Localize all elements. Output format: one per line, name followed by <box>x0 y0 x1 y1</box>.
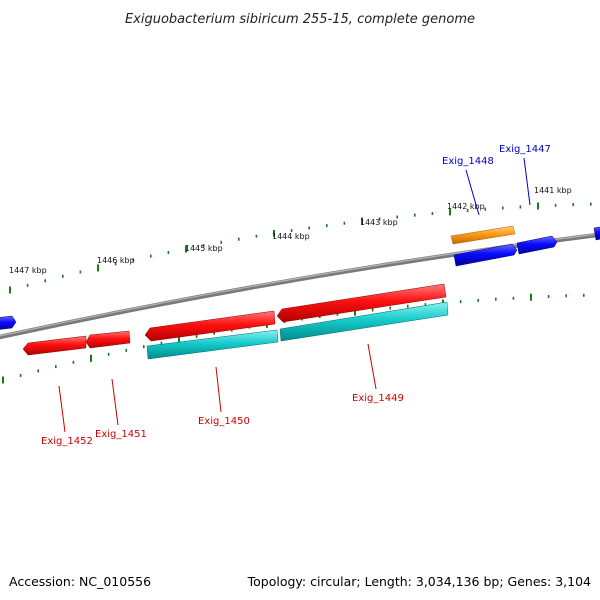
gene-cds-exig-1450 <box>146 329 279 360</box>
gene-label-exig-1450: Exig_1450 <box>198 416 250 427</box>
map-title: Exiguobacterium sibiricum 255-15, comple… <box>125 12 475 27</box>
gene-label-exig-1451: Exig_1451 <box>95 429 147 440</box>
gene-label-exig-1452: Exig_1452 <box>41 436 93 447</box>
leader-exig-1448 <box>465 169 480 216</box>
kbp-label-1441: 1441 kbp <box>534 186 572 195</box>
gene-arrow-exig-1452 <box>22 335 87 356</box>
leader-exig-1450 <box>215 366 222 413</box>
leader-exig-1452 <box>58 385 66 433</box>
gene-arrow-exig-1449 <box>276 283 447 323</box>
gene-arrow-exig-1451 <box>85 330 131 349</box>
gene-arrow-blue-left <box>0 315 17 330</box>
outer-tick-ring <box>9 202 592 294</box>
gene-label-exig-1447: Exig_1447 <box>499 144 551 155</box>
gene-arrow-exig-1450 <box>144 310 276 342</box>
kbp-label-1445: 1445 kbp <box>185 244 223 253</box>
gene-label-exig-1448: Exig_1448 <box>442 156 494 167</box>
leader-exig-1451 <box>111 378 119 426</box>
kbp-label-1446: 1446 kbp <box>97 256 135 265</box>
gene-label-exig-1449: Exig_1449 <box>352 393 404 404</box>
kbp-label-1447: 1447 kbp <box>9 266 47 275</box>
accession-text: Accession: NC_010556 <box>9 574 151 589</box>
gene-arrow-exig-1447 <box>516 235 558 255</box>
kbp-label-1442: 1442 kbp <box>447 202 485 211</box>
gene-cds-exig-1449 <box>279 301 449 342</box>
leader-exig-1447 <box>523 157 531 206</box>
kbp-label-1443: 1443 kbp <box>360 218 398 227</box>
gene-arrow-exig-1448 <box>450 225 516 245</box>
gene-arrow-blue-1 <box>453 243 518 267</box>
kbp-label-1444: 1444 kbp <box>272 232 310 241</box>
leader-exig-1449 <box>367 343 377 390</box>
genome-summary-text: Topology: circular; Length: 3,034,136 bp… <box>247 574 591 589</box>
gene-arrow-blue-right <box>593 226 600 241</box>
